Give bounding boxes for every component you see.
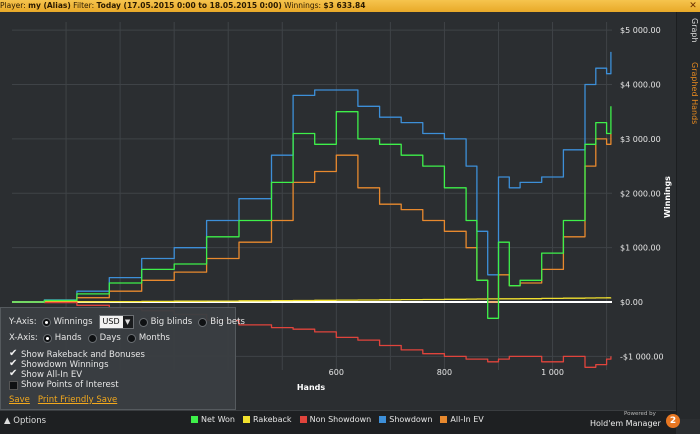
yaxis-label: Y-Axis: xyxy=(9,317,37,327)
title-bar: Player: my (Alias) Filter: Today (17.05.… xyxy=(0,0,700,12)
legend-showdown[interactable]: Showdown xyxy=(379,415,432,424)
save-links-row: Save Print Friendly Save xyxy=(9,395,125,405)
xaxis-hands-label[interactable]: Hands xyxy=(54,333,82,343)
legend-label: Showdown xyxy=(389,415,433,424)
series-line-rakeback xyxy=(12,297,612,303)
powered-by-text: Powered by xyxy=(624,411,656,417)
winnings-label: Winnings: xyxy=(284,1,322,10)
x-tick-label: 1 000 xyxy=(541,368,564,377)
x-tick-label: 600 xyxy=(329,368,344,377)
tab-graphed-hands[interactable]: Graphed Hands xyxy=(690,62,699,125)
chart-grid xyxy=(12,22,612,370)
chart-series xyxy=(12,51,612,368)
xaxis-hands-radio[interactable] xyxy=(42,333,52,343)
yaxis-big-bets-radio[interactable] xyxy=(198,317,208,327)
brand-logo: Powered by Hold'em Manager 2 xyxy=(588,411,680,433)
brand-badge-icon: 2 xyxy=(666,414,680,428)
side-tab-strip: Graph Graphed Hands xyxy=(676,12,700,419)
legend-swatch xyxy=(440,416,448,423)
player-value: my (Alias) xyxy=(28,1,71,10)
yaxis-winnings-label[interactable]: Winnings xyxy=(53,317,93,327)
filter-label: Filter: xyxy=(73,1,95,10)
y-tick-label: $3 000.00 xyxy=(620,135,661,144)
y-axis-title: Winnings xyxy=(663,176,672,218)
y-tick-label: $1 000.00 xyxy=(620,244,661,253)
currency-select[interactable]: USD ▼ xyxy=(98,315,134,329)
legend-swatch xyxy=(191,416,198,423)
chart-ticks: -$1 000.00 $0.00 $1 000.00 $2 000.00 $3 000.… xyxy=(329,26,664,377)
yaxis-row: Y-Axis: Winnings USD ▼ Big blinds Big be… xyxy=(9,315,251,329)
legend-label: Net Won xyxy=(201,415,235,424)
brand-name: Hold'em Manager xyxy=(590,419,661,428)
checkbox-showdown-label[interactable]: Showdown Winnings xyxy=(21,360,109,370)
checkbox-rakeback-row[interactable]: Show Rakeback and Bonuses xyxy=(9,348,145,361)
x-axis-title: Hands xyxy=(297,383,326,392)
options-button[interactable]: ▲ Options xyxy=(4,416,47,426)
y-tick-label: $2 000.00 xyxy=(620,189,661,198)
checkbox-rakeback-label[interactable]: Show Rakeback and Bonuses xyxy=(21,350,145,360)
bottom-bar: ▲ Options Net Won Rakeback Non Showdown … xyxy=(0,410,680,434)
tab-graph[interactable]: Graph xyxy=(690,18,699,43)
checkbox-showdown-row[interactable]: Showdown Winnings xyxy=(9,358,109,371)
x-tick-label: 800 xyxy=(437,368,452,377)
y-tick-label: $0.00 xyxy=(620,298,643,307)
series-line-net-won xyxy=(12,106,612,319)
legend-swatch xyxy=(243,416,250,423)
xaxis-months-label[interactable]: Months xyxy=(138,333,170,343)
y-tick-label: $5 000.00 xyxy=(620,26,661,35)
xaxis-months-radio[interactable] xyxy=(126,333,136,343)
options-panel: Y-Axis: Winnings USD ▼ Big blinds Big be… xyxy=(0,307,245,410)
legend-swatch xyxy=(299,416,307,423)
legend-label: All-In EV xyxy=(450,415,484,424)
y-tick-label: -$1 000.00 xyxy=(620,352,664,361)
checkbox-rakeback[interactable] xyxy=(9,348,18,360)
yaxis-big-bets-label[interactable]: Big bets xyxy=(210,317,245,327)
legend-label: Non Showdown xyxy=(309,415,372,424)
checkbox-showdown[interactable] xyxy=(9,358,18,370)
checkbox-points-of-interest[interactable] xyxy=(9,380,18,390)
yaxis-winnings-radio[interactable] xyxy=(41,317,51,327)
player-label: Player: xyxy=(0,1,26,10)
print-friendly-save-link[interactable]: Print Friendly Save xyxy=(37,395,118,405)
save-link[interactable]: Save xyxy=(9,395,30,405)
checkbox-allin-label[interactable]: Show All-In EV xyxy=(21,370,83,380)
checkbox-poi-row[interactable]: Show Points of Interest xyxy=(9,380,119,390)
xaxis-days-radio[interactable] xyxy=(87,333,97,343)
yaxis-big-blinds-label[interactable]: Big blinds xyxy=(150,317,193,327)
series-line-showdown xyxy=(12,51,612,303)
legend-rakeback[interactable]: Rakeback xyxy=(243,415,292,424)
legend-non-showdown[interactable]: Non Showdown xyxy=(299,415,372,424)
xaxis-label: X-Axis: xyxy=(9,333,38,343)
chevron-down-icon: ▼ xyxy=(124,318,131,326)
xaxis-row: X-Axis: Hands Days Months xyxy=(9,333,176,343)
legend-label: Rakeback xyxy=(253,415,292,424)
checkbox-allin-row[interactable]: Show All-In EV xyxy=(9,368,83,381)
filter-value[interactable]: Today (17.05.2015 0:00 to 18.05.2015 0:0… xyxy=(96,1,282,10)
y-tick-label: $4 000.00 xyxy=(620,81,661,90)
legend-swatch xyxy=(379,416,387,423)
legend-all-in-ev[interactable]: All-In EV xyxy=(440,415,484,424)
checkbox-allin-ev[interactable] xyxy=(9,368,18,380)
xaxis-days-label[interactable]: Days xyxy=(99,333,121,343)
checkbox-poi-label[interactable]: Show Points of Interest xyxy=(21,380,119,390)
currency-value: USD xyxy=(99,316,123,328)
legend-net-won[interactable]: Net Won xyxy=(191,415,235,424)
close-icon[interactable]: ✕ xyxy=(689,1,697,11)
winnings-value: $3 633.84 xyxy=(323,1,366,10)
options-button-label: Options xyxy=(13,416,47,426)
series-line-all-in-ev xyxy=(12,133,612,303)
yaxis-big-blinds-radio[interactable] xyxy=(138,317,148,327)
chart-legend: Net Won Rakeback Non Showdown Showdown A… xyxy=(191,415,492,424)
